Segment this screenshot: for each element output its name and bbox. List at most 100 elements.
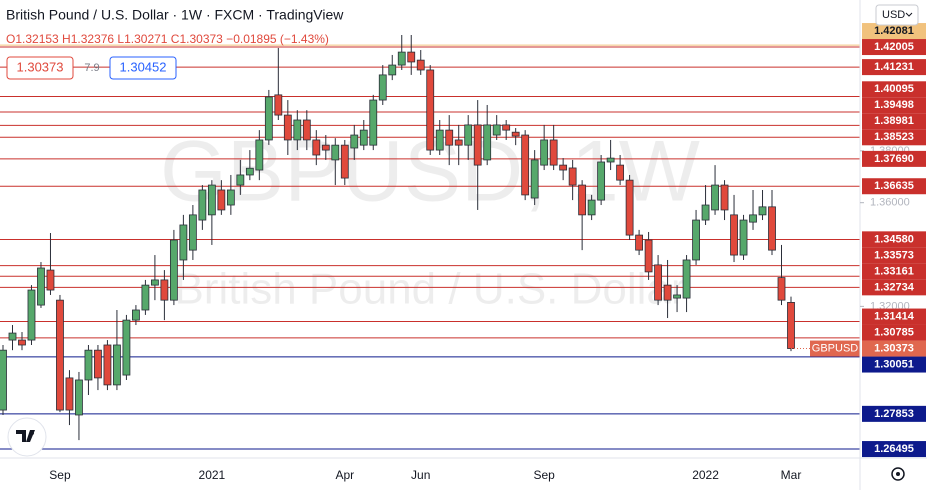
candle-body	[397, 51, 406, 66]
dropdown-arrow	[905, 12, 913, 17]
candle-body	[549, 139, 558, 166]
candle-body	[113, 344, 121, 386]
x-tick-label: Mar	[781, 468, 802, 482]
candle-body	[226, 189, 235, 206]
x-tick-label: 2022	[692, 468, 719, 482]
candle-body	[445, 129, 454, 146]
candle-body	[758, 206, 767, 216]
candle-body	[578, 184, 587, 216]
x-tick-label: Apr	[335, 468, 354, 482]
candle-body	[682, 259, 691, 299]
candle-body	[56, 299, 64, 411]
x-tick-label: Sep	[49, 468, 71, 482]
level-label: 1.36635	[874, 180, 914, 192]
level-label: 1.27853	[874, 408, 914, 420]
candle-body	[141, 284, 150, 311]
candle-body	[473, 124, 482, 166]
spread: 7.9	[84, 62, 99, 74]
candle-body	[264, 96, 273, 141]
level-label: 1.42081	[874, 25, 914, 37]
x-tick-label: Sep	[533, 468, 555, 482]
time-axis: Sep 2021 Apr Jun Sep 2022 Mar	[49, 468, 801, 482]
sell-button[interactable]	[6, 56, 74, 80]
level-label-box	[862, 178, 926, 195]
tradingview-logo	[7, 417, 47, 457]
candle-body	[540, 139, 549, 166]
candle-body	[635, 234, 643, 251]
currency-button[interactable]	[875, 4, 919, 26]
candle-body	[217, 189, 226, 211]
sell-price[interactable]: 1.30373	[17, 59, 64, 74]
level-label-box	[862, 263, 926, 280]
chart-title: British Pound / U.S. Dollar · 1W · FXCM …	[6, 7, 344, 23]
y-tick-label: 1.36000	[870, 197, 910, 209]
candle-body	[416, 59, 425, 71]
candle-body	[321, 144, 330, 151]
watermark-name: British Pound / U.S. Dollar	[174, 265, 685, 314]
candle-body	[530, 159, 539, 199]
candle-body	[644, 239, 653, 273]
level-label-box	[862, 59, 926, 76]
candle-body	[8, 332, 17, 341]
candle-body	[768, 206, 776, 251]
candle-body	[625, 179, 634, 236]
candle-body	[739, 219, 748, 256]
candle-body	[559, 164, 568, 171]
x-tick-label: Jun	[411, 468, 430, 482]
candle-body	[378, 74, 387, 101]
candle-body	[701, 204, 710, 221]
candle-body	[407, 51, 416, 63]
candle-body	[94, 349, 102, 379]
level-label-box	[862, 129, 926, 146]
candle-body	[616, 164, 625, 181]
candle-body	[169, 239, 178, 301]
candle-body	[369, 99, 378, 146]
candle-body	[521, 134, 530, 196]
level-label: 1.37690	[874, 153, 914, 165]
settings-icon[interactable]	[891, 467, 905, 481]
last-price-box	[862, 340, 926, 357]
level-label: 1.38981	[874, 115, 914, 127]
price-axis: 1.380001.360001.320001.420811.420051.412…	[860, 23, 926, 458]
candle-body	[359, 129, 368, 146]
candle-body	[151, 279, 159, 286]
level-label-box	[862, 39, 926, 56]
candle-body	[673, 294, 681, 299]
level-label: 1.40095	[874, 83, 914, 95]
candle-body	[730, 214, 738, 256]
buy-button[interactable]	[109, 56, 177, 80]
currency[interactable]: USD	[882, 9, 905, 21]
candle-body	[597, 161, 606, 201]
level-label-box	[862, 405, 926, 422]
level-label-box	[862, 279, 926, 296]
symbol-badge	[810, 340, 860, 357]
candle-body	[75, 379, 83, 416]
candle-body	[492, 124, 501, 136]
candle-body	[293, 119, 302, 141]
level-label-box	[862, 97, 926, 114]
level-label: 1.33161	[874, 265, 914, 277]
candle-body	[426, 69, 435, 151]
candle-body	[179, 224, 188, 261]
candle-body	[720, 184, 729, 211]
level-label-box	[862, 356, 926, 373]
candle-body	[502, 124, 511, 131]
candle-body	[777, 277, 786, 301]
candle-body	[302, 119, 311, 141]
level-label: 1.33573	[874, 249, 914, 261]
ohlc-header: O1.32153 H1.32376 L1.30271 C1.30373 −0.0…	[6, 32, 329, 46]
candle-body	[255, 139, 264, 171]
candle-body	[27, 289, 36, 341]
candle-body	[18, 339, 26, 346]
candle-body	[454, 139, 463, 146]
level-label: 1.38523	[874, 131, 914, 143]
level-label: 1.30785	[874, 326, 914, 338]
buy-price[interactable]: 1.30452	[120, 59, 167, 74]
level-label-box	[862, 113, 926, 130]
candle-body	[122, 319, 131, 376]
last-price-label: 1.30373	[874, 342, 914, 354]
candle-body	[198, 189, 207, 221]
candle-body	[749, 214, 757, 223]
level-label-box	[862, 81, 926, 98]
candle-body	[207, 184, 216, 216]
